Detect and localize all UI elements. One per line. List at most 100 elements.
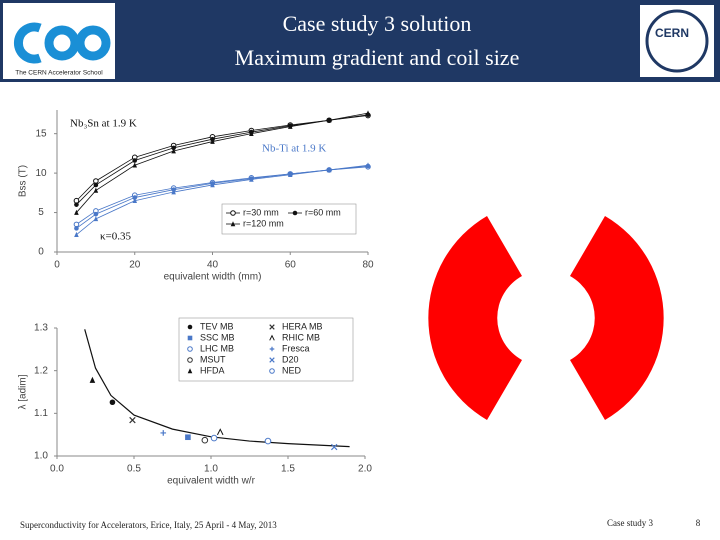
marker — [210, 182, 215, 188]
footer-text: Superconductivity for Accelerators, Eric… — [20, 520, 277, 530]
marker — [216, 428, 224, 436]
marker — [365, 110, 371, 116]
marker — [93, 216, 99, 222]
legend-label: HERA MB — [282, 321, 323, 331]
x-tick-label: 2.0 — [358, 464, 372, 475]
marker — [132, 197, 138, 204]
marker — [74, 209, 79, 215]
legend-label: RHIC MB — [282, 332, 320, 342]
marker — [269, 334, 275, 341]
marker — [73, 221, 80, 228]
legend-label: SSC MB — [200, 332, 235, 342]
cas-logo-text: The CERN Accelerator School — [15, 70, 103, 77]
y-axis-label: λ [adim] — [18, 374, 29, 409]
marker — [129, 416, 136, 424]
cas-logo — [14, 22, 111, 64]
marker — [326, 117, 332, 123]
marker — [264, 437, 272, 445]
y-tick-label: 0 — [38, 247, 44, 258]
marker — [269, 346, 275, 352]
x-axis-label: equivalent width w/r — [167, 476, 255, 487]
legend-label: Fresca — [282, 343, 310, 353]
marker — [326, 167, 332, 173]
marker — [171, 145, 176, 151]
marker — [187, 368, 193, 374]
legend-label: r=30 mm — [243, 207, 279, 217]
marker — [93, 211, 99, 217]
marker — [74, 231, 79, 237]
y-tick-label: 10 — [35, 168, 47, 179]
x-tick-label: 0 — [54, 260, 60, 271]
marker — [210, 138, 215, 144]
x-tick-label: 20 — [129, 260, 141, 271]
legend-label: MSUT — [200, 354, 226, 364]
marker — [230, 210, 236, 216]
x-tick-label: 0.5 — [127, 464, 141, 475]
fit-curve — [84, 329, 350, 448]
marker — [330, 443, 338, 451]
marker — [171, 148, 176, 154]
marker — [185, 434, 191, 441]
slide-subtitle: Maximum gradient and coil size — [235, 45, 520, 70]
y-tick-label: 5 — [38, 207, 44, 218]
y-tick-label: 1.3 — [34, 323, 48, 334]
marker — [230, 221, 236, 227]
x-tick-label: 40 — [207, 260, 219, 271]
legend-label: r=120 mm — [243, 218, 284, 228]
legend-box — [221, 203, 357, 235]
marker — [132, 158, 138, 163]
marker — [132, 195, 138, 200]
legend-label: r=60 mm — [305, 207, 341, 217]
header-bar — [0, 0, 720, 82]
coil-shape — [428, 216, 664, 420]
y-tick-label: 15 — [35, 128, 47, 139]
y-tick-label: 1.0 — [34, 451, 48, 462]
marker — [109, 399, 116, 406]
marker — [132, 162, 138, 168]
marker — [187, 324, 193, 330]
marker — [201, 436, 209, 444]
x-tick-label: 1.0 — [204, 464, 218, 475]
x-tick-label: 0.0 — [50, 464, 64, 475]
cern-logo-text: CERN — [655, 26, 689, 40]
legend-label: TEV MB — [200, 321, 234, 331]
slide-title: Case study 3 solution — [283, 11, 472, 36]
marker — [287, 171, 293, 177]
marker — [287, 123, 293, 129]
y-tick-label: 1.1 — [34, 408, 48, 419]
marker — [292, 210, 298, 216]
marker — [89, 376, 96, 383]
marker — [171, 189, 176, 195]
marker — [249, 130, 254, 136]
x-tick-label: 80 — [362, 260, 374, 271]
marker — [269, 357, 275, 363]
annotation: κ=0.35 — [100, 231, 131, 243]
marker — [210, 434, 218, 442]
legend-label: HFDA — [200, 365, 225, 375]
marker — [187, 357, 193, 363]
legend-label: D20 — [282, 354, 299, 364]
marker — [187, 346, 193, 352]
y-tick-label: 1.2 — [34, 365, 48, 376]
y-axis-label: Bss (T) — [18, 165, 29, 197]
footer-section: Case study 3 — [607, 518, 653, 528]
page-number: 8 — [696, 518, 701, 528]
x-tick-label: 60 — [285, 260, 297, 271]
marker — [160, 430, 167, 436]
x-tick-label: 1.5 — [281, 464, 295, 475]
legend-label: NED — [282, 365, 302, 375]
marker — [249, 176, 254, 182]
annotation: Nb-Ti at 1.9 K — [262, 143, 326, 155]
marker — [93, 187, 99, 193]
marker — [74, 226, 79, 231]
marker — [93, 182, 99, 188]
cern-logo-box — [640, 5, 714, 77]
legend-label: LHC MB — [200, 343, 234, 353]
marker — [365, 162, 371, 168]
marker — [187, 335, 193, 341]
marker — [74, 202, 79, 207]
marker — [73, 197, 80, 204]
marker — [93, 178, 99, 184]
